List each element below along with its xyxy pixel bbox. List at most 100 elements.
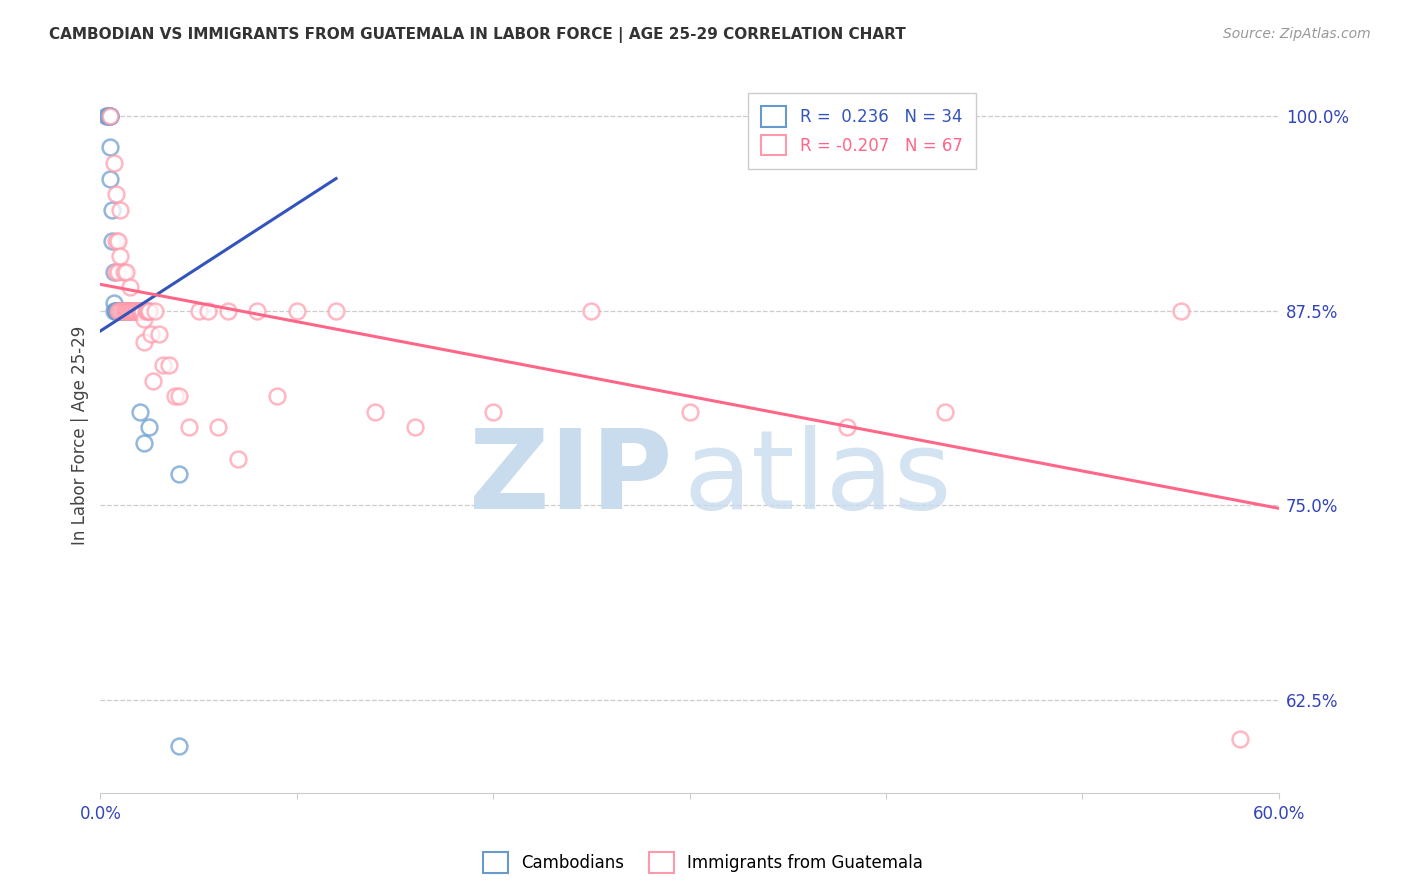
Point	[152, 358, 174, 372]
Point	[835, 420, 858, 434]
Point	[107, 265, 129, 279]
Point	[246, 303, 269, 318]
Point	[98, 140, 121, 154]
Point	[1170, 303, 1192, 318]
Point	[142, 374, 165, 388]
Point	[105, 234, 128, 248]
Point	[266, 389, 288, 403]
Point	[117, 303, 139, 318]
Point	[128, 303, 150, 318]
Point	[107, 303, 129, 318]
Point	[107, 303, 129, 318]
Point	[325, 303, 347, 318]
Point	[103, 156, 125, 170]
Point	[128, 303, 150, 318]
Point	[107, 303, 129, 318]
Point	[131, 303, 153, 318]
Point	[125, 303, 148, 318]
Point	[118, 303, 141, 318]
Point	[163, 389, 186, 403]
Point	[96, 109, 118, 123]
Point	[131, 303, 153, 318]
Point	[105, 303, 128, 318]
Point	[117, 303, 139, 318]
Point	[108, 303, 131, 318]
Point	[482, 405, 505, 419]
Point	[404, 420, 426, 434]
Point	[132, 436, 155, 450]
Point	[138, 420, 160, 434]
Point	[108, 303, 131, 318]
Point	[122, 303, 145, 318]
Point	[98, 171, 121, 186]
Point	[157, 358, 180, 372]
Point	[1229, 731, 1251, 746]
Text: CAMBODIAN VS IMMIGRANTS FROM GUATEMALA IN LABOR FORCE | AGE 25-29 CORRELATION CH: CAMBODIAN VS IMMIGRANTS FROM GUATEMALA I…	[49, 27, 905, 43]
Point	[108, 303, 131, 318]
Point	[217, 303, 239, 318]
Point	[197, 303, 219, 318]
Point	[118, 303, 141, 318]
Point	[121, 303, 143, 318]
Point	[101, 202, 124, 217]
Point	[98, 109, 121, 123]
Point	[97, 109, 120, 123]
Text: atlas: atlas	[683, 425, 952, 532]
Point	[107, 234, 129, 248]
Point	[105, 303, 128, 318]
Point	[138, 303, 160, 318]
Point	[103, 265, 125, 279]
Y-axis label: In Labor Force | Age 25-29: In Labor Force | Age 25-29	[72, 326, 89, 545]
Point	[108, 202, 131, 217]
Point	[105, 187, 128, 202]
Point	[207, 420, 229, 434]
Point	[97, 109, 120, 123]
Point	[128, 303, 150, 318]
Point	[128, 405, 150, 419]
Point	[678, 405, 700, 419]
Legend: Cambodians, Immigrants from Guatemala: Cambodians, Immigrants from Guatemala	[477, 846, 929, 880]
Point	[141, 327, 163, 342]
Point	[98, 109, 121, 123]
Point	[148, 327, 170, 342]
Text: Source: ZipAtlas.com: Source: ZipAtlas.com	[1223, 27, 1371, 41]
Point	[125, 303, 148, 318]
Point	[117, 303, 139, 318]
Point	[98, 109, 121, 123]
Point	[111, 303, 134, 318]
Point	[112, 303, 135, 318]
Point	[105, 265, 128, 279]
Point	[187, 303, 209, 318]
Point	[138, 303, 160, 318]
Legend: R =  0.236   N = 34, R = -0.207   N = 67: R = 0.236 N = 34, R = -0.207 N = 67	[748, 93, 976, 169]
Point	[111, 303, 134, 318]
Point	[167, 739, 190, 754]
Point	[364, 405, 387, 419]
Point	[105, 303, 128, 318]
Text: ZIP: ZIP	[468, 425, 672, 532]
Point	[118, 303, 141, 318]
Point	[115, 265, 138, 279]
Point	[108, 249, 131, 263]
Point	[226, 451, 249, 466]
Point	[143, 303, 166, 318]
Point	[167, 467, 190, 482]
Point	[581, 303, 603, 318]
Point	[934, 405, 956, 419]
Point	[103, 296, 125, 310]
Point	[167, 389, 190, 403]
Point	[112, 265, 135, 279]
Point	[115, 303, 138, 318]
Point	[115, 303, 138, 318]
Point	[107, 303, 129, 318]
Point	[122, 303, 145, 318]
Point	[135, 303, 157, 318]
Point	[132, 334, 155, 349]
Point	[136, 303, 159, 318]
Point	[118, 280, 141, 294]
Point	[108, 303, 131, 318]
Point	[177, 420, 200, 434]
Point	[101, 234, 124, 248]
Point	[103, 303, 125, 318]
Point	[108, 303, 131, 318]
